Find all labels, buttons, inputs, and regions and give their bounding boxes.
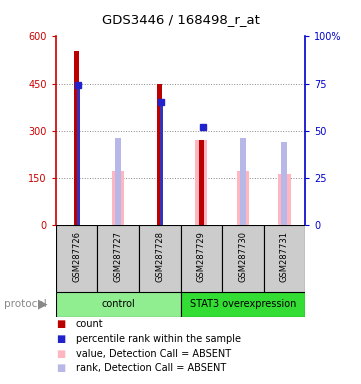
Bar bbox=[195, 140, 208, 225]
Bar bbox=[56, 292, 180, 317]
Text: protocol: protocol bbox=[4, 299, 46, 310]
Bar bbox=[97, 225, 139, 292]
Text: GSM287730: GSM287730 bbox=[238, 232, 247, 282]
Bar bbox=[160, 99, 163, 225]
Text: ▶: ▶ bbox=[38, 298, 47, 311]
Bar bbox=[236, 171, 249, 225]
Bar bbox=[180, 225, 222, 292]
Text: control: control bbox=[101, 299, 135, 310]
Bar bbox=[278, 174, 291, 225]
Bar bbox=[157, 84, 162, 225]
Text: rank, Detection Call = ABSENT: rank, Detection Call = ABSENT bbox=[76, 363, 226, 373]
Text: GSM287729: GSM287729 bbox=[197, 232, 206, 282]
Bar bbox=[115, 138, 121, 225]
Bar bbox=[56, 225, 97, 292]
Bar bbox=[281, 142, 287, 225]
Text: count: count bbox=[76, 319, 104, 329]
Text: GSM287726: GSM287726 bbox=[72, 232, 81, 282]
Text: percentile rank within the sample: percentile rank within the sample bbox=[76, 334, 241, 344]
Bar bbox=[180, 292, 305, 317]
Text: GSM287731: GSM287731 bbox=[280, 232, 289, 282]
Text: GDS3446 / 168498_r_at: GDS3446 / 168498_r_at bbox=[101, 13, 260, 26]
Text: GSM287727: GSM287727 bbox=[114, 232, 123, 282]
Bar bbox=[222, 225, 264, 292]
Bar bbox=[240, 138, 246, 225]
Bar bbox=[77, 85, 80, 225]
Bar bbox=[139, 225, 180, 292]
Text: ■: ■ bbox=[56, 349, 65, 359]
Bar bbox=[112, 171, 125, 225]
Text: STAT3 overexpression: STAT3 overexpression bbox=[190, 299, 296, 310]
Bar bbox=[74, 51, 79, 225]
Text: ■: ■ bbox=[56, 319, 65, 329]
Bar bbox=[199, 140, 204, 225]
Bar bbox=[264, 225, 305, 292]
Text: value, Detection Call = ABSENT: value, Detection Call = ABSENT bbox=[76, 349, 231, 359]
Text: ■: ■ bbox=[56, 334, 65, 344]
Text: GSM287728: GSM287728 bbox=[155, 232, 164, 282]
Text: ■: ■ bbox=[56, 363, 65, 373]
